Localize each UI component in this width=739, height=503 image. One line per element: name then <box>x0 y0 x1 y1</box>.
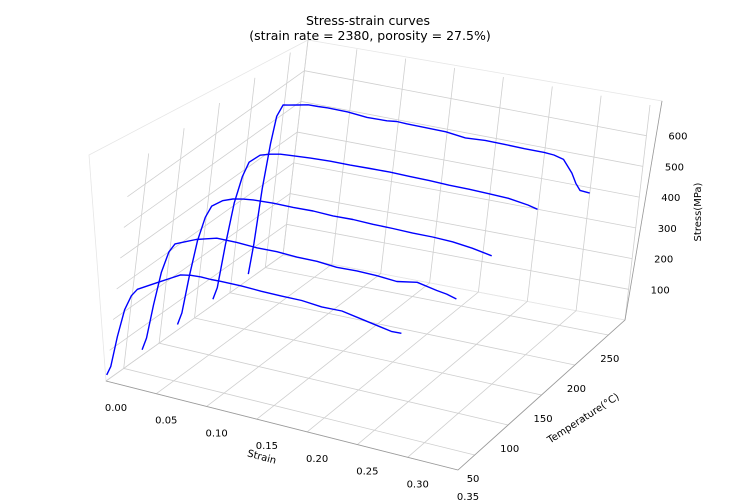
x-tick-label-0: 0.00 <box>105 403 127 414</box>
z-tick-label-0: 100 <box>651 285 670 296</box>
y-tick-label-1: 100 <box>500 444 519 455</box>
gridline-y-3 <box>229 77 575 366</box>
gridline-x-6 <box>407 95 602 458</box>
z-tick-label-1: 200 <box>654 255 673 266</box>
series-line-0 <box>106 274 402 376</box>
gridline-z-2 <box>116 162 636 290</box>
chart-panes <box>88 39 663 471</box>
z-tick-label-3: 400 <box>661 193 680 204</box>
chart-gridlines <box>105 39 651 471</box>
gridline-x-0 <box>105 39 309 382</box>
gridline-z-3 <box>120 131 640 259</box>
y-axis-line <box>457 319 626 471</box>
chart-axes <box>105 100 663 471</box>
series-line-4 <box>247 104 590 275</box>
z-axis-label: Stress(MPa) <box>693 182 704 241</box>
z-tick-label-2: 300 <box>658 224 677 235</box>
gridline-z-0 <box>109 223 629 351</box>
pane-back <box>282 39 663 321</box>
y-tick-label-4: 250 <box>600 354 619 365</box>
y-axis-label: Temperature(°C) <box>545 392 622 447</box>
y-tick-label-0: 50 <box>467 474 480 485</box>
gridline-x-3 <box>256 67 455 420</box>
gridline-y-4 <box>264 52 609 336</box>
x-axis-line <box>105 380 459 471</box>
gridline-x-4 <box>306 77 504 433</box>
series-line-3 <box>212 153 538 300</box>
x-tick-label-4: 0.20 <box>306 454 328 465</box>
chart-series <box>106 104 590 376</box>
y-tick-label-3: 200 <box>567 384 586 395</box>
x-tick-label-2: 0.10 <box>205 428 227 439</box>
y-tick-label-2: 150 <box>534 414 553 425</box>
gridline-z-4 <box>123 100 643 228</box>
chart-tick-labels: 0.00 0.05 0.10 0.15 0.20 0.25 0.30 0.35 50 100 150… <box>105 132 688 503</box>
gridline-y-1 <box>158 128 509 426</box>
x-tick-label-1: 0.05 <box>155 416 177 427</box>
z-tick-label-5: 600 <box>668 132 687 143</box>
x-tick-label-7: 0.35 <box>457 492 479 503</box>
gridline-y-2 <box>194 102 542 396</box>
gridline-y-0 <box>123 153 475 456</box>
gridline-x-1 <box>156 49 358 395</box>
series-line-1 <box>141 237 457 350</box>
x-tick-label-5: 0.25 <box>356 467 378 478</box>
x-tick-label-6: 0.30 <box>407 479 429 490</box>
x-tick-label-3: 0.15 <box>256 441 278 452</box>
z-tick-label-4: 500 <box>665 162 684 173</box>
gridline-x-2 <box>206 58 407 407</box>
gridline-x-5 <box>357 86 553 445</box>
chart-title-line-2: (strain rate = 2380, porosity = 27.5%) <box>249 28 490 43</box>
chart-title-line-1: Stress-strain curves <box>306 13 430 28</box>
z-axis-line <box>624 100 663 321</box>
series-line-2 <box>176 198 492 325</box>
gridline-z-5 <box>127 70 647 198</box>
